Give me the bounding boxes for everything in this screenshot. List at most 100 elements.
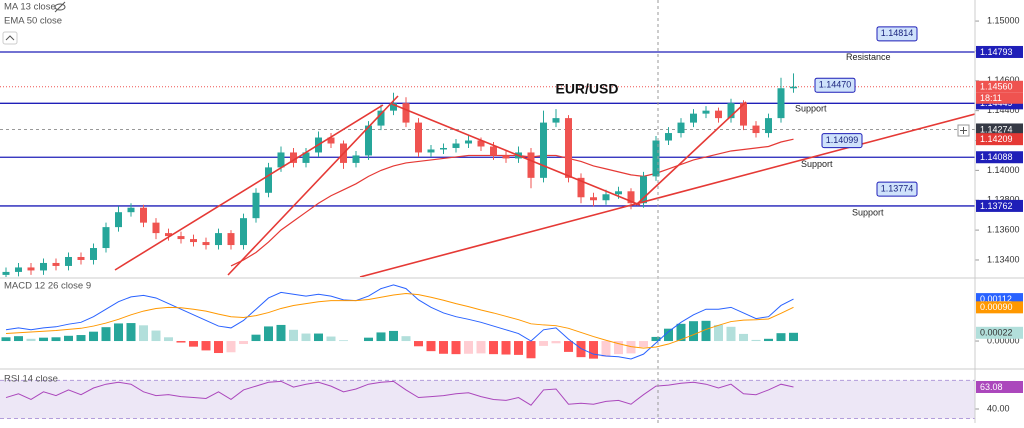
rsi-tag-box — [976, 380, 1023, 393]
legend-ma[interactable]: MA 13 close — [4, 2, 56, 13]
histogram-bar — [551, 341, 561, 344]
candle-body — [390, 103, 397, 111]
y-tick-label: 1.13400 — [987, 254, 1020, 264]
y-tick-label: 1.14600 — [987, 75, 1020, 85]
histogram-bar — [164, 337, 173, 342]
candle-body — [202, 242, 210, 246]
candle-body — [777, 88, 785, 119]
candle-body — [177, 236, 185, 240]
level-tag: 1.14793 — [980, 47, 1013, 57]
histogram-bar — [51, 337, 61, 342]
histogram-bar — [626, 341, 636, 354]
candle-body — [377, 110, 385, 126]
candle-body — [615, 191, 622, 195]
callout-box — [814, 77, 856, 93]
back-layer: 1.150001.148001.146001.144001.142001.140… — [0, 15, 1020, 420]
candle-body — [90, 248, 97, 260]
macd-plot — [1, 284, 798, 360]
histogram-bar — [651, 336, 661, 342]
callout-price: 1.14470 — [819, 80, 852, 90]
ema-tag-box — [976, 133, 1023, 146]
candle-body — [602, 194, 610, 201]
candle-body — [702, 110, 710, 114]
candle-body — [302, 152, 310, 163]
histogram-bar — [439, 341, 448, 354]
candle-body — [252, 192, 260, 219]
candle-body — [40, 262, 47, 271]
candle-body — [727, 103, 735, 119]
y-tick-label: 0.00000 — [987, 335, 1020, 345]
histogram-bar — [664, 328, 673, 342]
histogram-bar — [514, 341, 523, 355]
histogram-bar — [764, 338, 773, 342]
chart-title: EUR/USD — [555, 81, 618, 97]
candle-body — [765, 118, 772, 134]
y-tick-label: 40.00 — [987, 403, 1010, 413]
histogram-bar — [614, 341, 623, 355]
histogram-bar — [576, 341, 586, 358]
candle-body — [477, 140, 485, 147]
histogram-bar — [489, 341, 498, 355]
level-tag: 1.13762 — [980, 201, 1013, 211]
histogram-bar — [364, 337, 373, 342]
candle-body — [240, 218, 247, 246]
candle-body — [152, 222, 160, 234]
histogram-bar — [1, 337, 11, 342]
collapse-button[interactable] — [2, 31, 18, 45]
histogram-bar — [214, 341, 223, 354]
candle-body — [690, 113, 697, 123]
candle-body — [15, 267, 22, 272]
level-tag-box — [976, 45, 1023, 58]
add-icon — [960, 127, 967, 134]
ema-tag: 1.14209 — [980, 134, 1013, 144]
histogram-bar — [114, 323, 123, 342]
candle-body — [190, 239, 197, 243]
candle-body — [327, 137, 335, 144]
trend-line — [359, 113, 975, 277]
histogram-bar — [376, 332, 386, 342]
candle-body — [527, 152, 535, 178]
candle-body — [677, 122, 685, 134]
y-tick-label: 1.15000 — [987, 15, 1020, 25]
legend-ema[interactable]: EMA 50 close — [4, 16, 62, 27]
callout-note: Support — [801, 159, 833, 169]
histogram-bar — [14, 336, 23, 342]
price-plot — [0, 51, 975, 277]
histogram-bar — [189, 341, 198, 347]
callout-box — [876, 181, 918, 197]
hide-icon[interactable] — [54, 1, 66, 13]
histogram-bar — [89, 331, 98, 342]
candle-body — [577, 177, 585, 198]
histogram-bar — [151, 330, 161, 342]
histogram-bar — [226, 341, 236, 353]
level-tag-box — [976, 151, 1023, 164]
candle-body — [552, 118, 560, 123]
candle-body — [627, 191, 635, 204]
candle-body — [465, 140, 472, 144]
histogram-bar — [251, 334, 261, 342]
candle-body — [2, 271, 10, 275]
histogram-bar — [76, 335, 86, 342]
candle-body — [715, 110, 722, 119]
candle-body — [265, 167, 272, 193]
rsi-tag: 63.08 — [980, 382, 1003, 392]
histogram-bar — [689, 321, 698, 342]
trend-line — [114, 104, 384, 271]
histogram-bar — [789, 332, 798, 342]
candle-body — [65, 256, 72, 266]
histogram-bar — [776, 333, 786, 342]
histogram-bar — [39, 337, 48, 342]
rsi-title: RSI 14 close — [4, 374, 58, 385]
macd-title: MACD 12 26 close 9 — [4, 281, 91, 292]
y-tick-label: 1.14400 — [987, 105, 1020, 115]
candle-body — [452, 143, 460, 148]
rsi-band — [0, 380, 975, 419]
candle-body — [427, 149, 435, 153]
macd-line — [5, 284, 794, 360]
level-tag-box — [976, 199, 1023, 212]
candle-body — [652, 140, 660, 177]
collapse-icon — [5, 35, 15, 41]
histogram-bar — [276, 324, 286, 342]
candle-body — [352, 155, 360, 163]
y-tick-label: 1.14000 — [987, 165, 1020, 175]
